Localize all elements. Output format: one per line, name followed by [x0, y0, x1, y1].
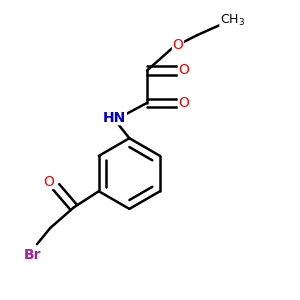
Text: CH$_3$: CH$_3$ [220, 13, 245, 28]
Text: O: O [178, 64, 189, 77]
Text: Br: Br [24, 248, 41, 262]
Text: HN: HN [103, 111, 126, 124]
Text: O: O [43, 175, 54, 188]
Text: O: O [172, 38, 183, 52]
Text: O: O [178, 96, 189, 110]
